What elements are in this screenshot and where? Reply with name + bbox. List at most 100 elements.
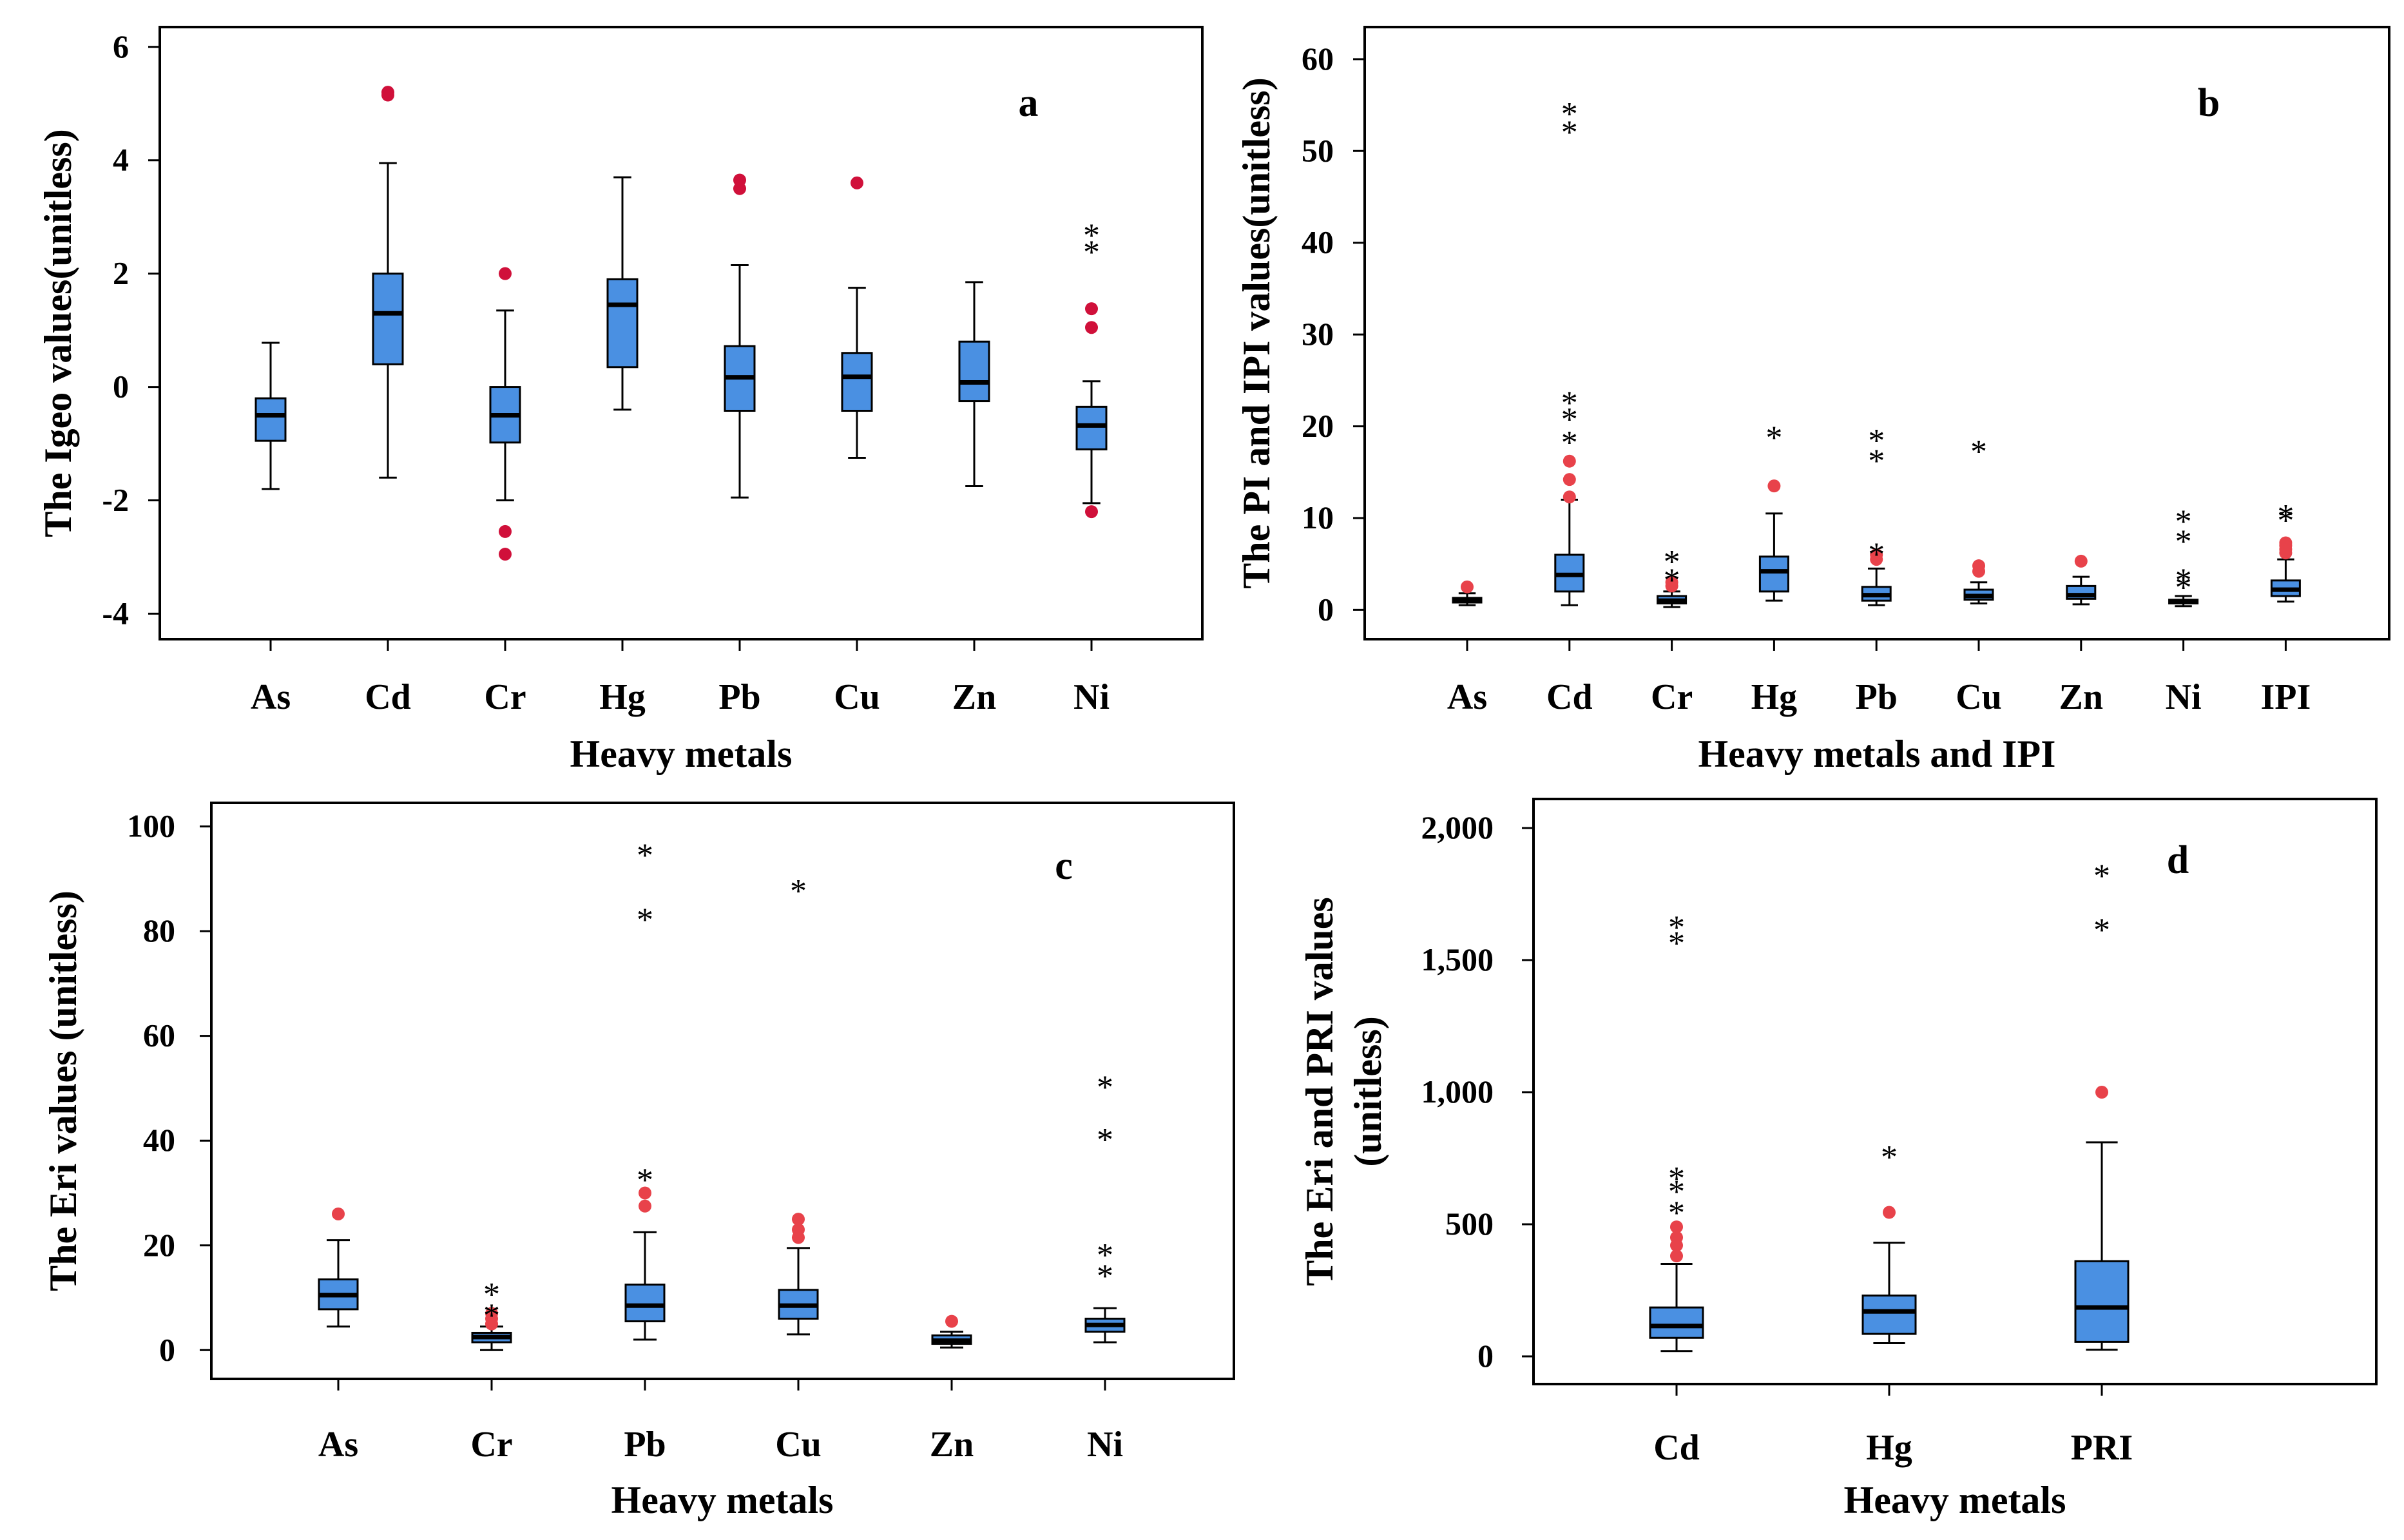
outlier-point (2279, 536, 2293, 550)
x-category-label: Ni (1087, 1425, 1123, 1465)
outlier-point (1670, 1249, 1683, 1263)
extreme-point: * (2175, 524, 2192, 561)
box-cd: *****Cd (1546, 96, 1593, 717)
x-category-label: Pb (1856, 677, 1898, 717)
outlier-point (381, 86, 394, 99)
y-tick-label: 50 (1302, 132, 1334, 168)
x-category-label: Cu (834, 677, 880, 717)
extreme-point: * (637, 1162, 653, 1199)
outlier-point (851, 176, 863, 189)
outlier-point (1670, 1231, 1683, 1244)
x-category-label: Zn (952, 677, 997, 717)
outlier-point (1085, 302, 1098, 316)
outlier-point (1870, 548, 1883, 561)
extreme-point: * (1765, 420, 1782, 457)
extreme-point: * (1668, 1174, 1685, 1211)
y-tick-label: 60 (1302, 41, 1334, 77)
extreme-point: * (1668, 910, 1685, 947)
y-tick-label: 6 (113, 28, 129, 64)
iqr-box (372, 273, 404, 365)
box-zn: Zn (930, 1314, 974, 1465)
box-ni: ****Ni (1084, 1070, 1126, 1465)
x-category-label: Pb (718, 677, 760, 717)
extreme-point: * (483, 1297, 500, 1334)
iqr-box (841, 352, 873, 412)
y-tick-label: 1,000 (1421, 1073, 1494, 1110)
y-tick-label: 0 (159, 1331, 175, 1367)
box-cu: * Cu (775, 873, 822, 1465)
iqr-box (624, 1284, 666, 1323)
y-tick-label: -2 (102, 481, 129, 517)
box-as: As (1447, 580, 1487, 717)
x-axis-title: Heavy metals (611, 1479, 834, 1521)
box-zn: Zn (2059, 554, 2103, 717)
x-category-label: Cr (1651, 677, 1693, 717)
outlier-point (792, 1223, 805, 1237)
extreme-point: * (1561, 96, 1578, 133)
extreme-point: * (2175, 503, 2192, 540)
y-axis-title: The Eri values (unitless) (42, 890, 84, 1291)
outlier-point (1563, 473, 1576, 486)
y-tick-label: 100 (127, 808, 175, 844)
iqr-box (1075, 405, 1108, 450)
extreme-point: * (1097, 1122, 1113, 1159)
outlier-point (1085, 505, 1098, 519)
y-tick-label: 20 (143, 1227, 175, 1263)
extreme-point: * (2175, 570, 2192, 606)
extreme-point: * (1561, 385, 1578, 422)
y-tick-label: 80 (143, 912, 175, 948)
outlier-point (1563, 490, 1576, 504)
box-ni: ** Ni (1073, 217, 1110, 717)
iqr-box (1649, 1306, 1704, 1339)
box-cd: *****Cd (1649, 910, 1704, 1468)
y-tick-label: 30 (1302, 316, 1334, 352)
x-category-label: Cu (775, 1425, 822, 1465)
extreme-point: * (1868, 443, 1885, 479)
outlier-point (332, 1207, 345, 1220)
box-as: As (318, 1207, 359, 1465)
box-pri: * * PRI (2071, 858, 2133, 1468)
y-axis-title-line2: (unitless) (1347, 1016, 1389, 1166)
box-cd: Cd (365, 86, 411, 717)
extreme-point: * (1868, 537, 1885, 573)
extreme-point: * (1664, 544, 1680, 581)
panel-letter: c (1055, 844, 1073, 888)
outlier-point (639, 1199, 651, 1213)
extreme-point: * (1097, 1237, 1113, 1274)
x-axis-title: Heavy metals (570, 733, 793, 775)
box-pb: ***Pb (624, 838, 666, 1465)
outlier-point (1883, 1206, 1896, 1219)
x-category-label: Cd (1653, 1428, 1700, 1468)
outlier-point (1461, 580, 1474, 593)
box-as: As (251, 342, 291, 717)
extreme-point: * (1664, 562, 1680, 599)
extreme-point: * (1083, 235, 1100, 271)
x-category-label: Zn (930, 1425, 974, 1465)
y-tick-label: 500 (1445, 1206, 1494, 1242)
outlier-point (733, 182, 746, 195)
box-ni: ****Ni (2166, 503, 2202, 717)
extreme-point: * (1668, 925, 1685, 962)
extreme-point: * (2093, 912, 2110, 949)
box-zn: Zn (952, 281, 997, 717)
box-cr: ** Cr (470, 1276, 512, 1465)
extreme-point: * (1970, 434, 1987, 470)
extreme-point: * (790, 873, 807, 910)
outlier-point (1767, 479, 1781, 493)
x-category-label: As (1447, 677, 1487, 717)
extreme-point: * (1097, 1070, 1113, 1106)
outlier-point (2074, 554, 2088, 568)
box-hg: * Hg (1751, 420, 1798, 717)
extreme-point: * (2093, 858, 2110, 895)
x-category-label: Cr (470, 1425, 512, 1465)
x-category-label: Cr (484, 677, 526, 717)
x-category-label: Cd (365, 677, 411, 717)
iqr-box (606, 278, 639, 369)
extreme-point: * (2175, 562, 2192, 599)
box-hg: * Hg (1861, 1139, 1917, 1468)
plot-frame (210, 802, 1235, 1380)
iqr-box (2074, 1260, 2130, 1343)
box-pb: ***Pb (1856, 423, 1898, 717)
